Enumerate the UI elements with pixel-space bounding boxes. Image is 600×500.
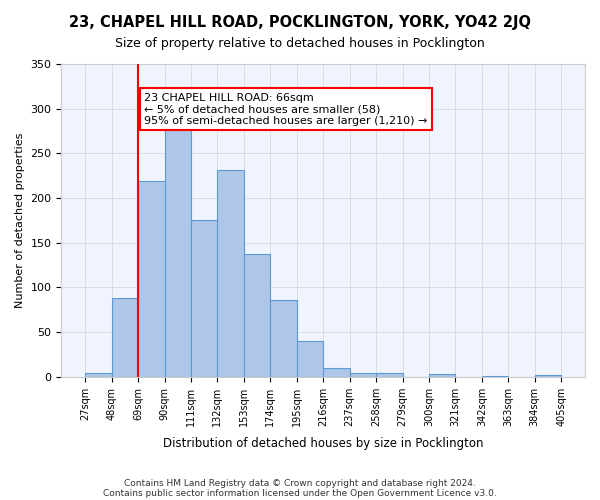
Bar bbox=[85, 373, 112, 377]
Bar bbox=[429, 374, 455, 377]
Bar bbox=[535, 375, 561, 377]
Text: 23, CHAPEL HILL ROAD, POCKLINGTON, YORK, YO42 2JQ: 23, CHAPEL HILL ROAD, POCKLINGTON, YORK,… bbox=[69, 15, 531, 30]
Bar bbox=[191, 220, 217, 377]
Text: Contains public sector information licensed under the Open Government Licence v3: Contains public sector information licen… bbox=[103, 488, 497, 498]
Bar bbox=[297, 341, 323, 377]
Text: 23 CHAPEL HILL ROAD: 66sqm
← 5% of detached houses are smaller (58)
95% of semi-: 23 CHAPEL HILL ROAD: 66sqm ← 5% of detac… bbox=[145, 92, 428, 126]
Bar bbox=[271, 300, 297, 377]
Bar bbox=[217, 170, 244, 377]
Bar bbox=[350, 373, 376, 377]
X-axis label: Distribution of detached houses by size in Pocklington: Distribution of detached houses by size … bbox=[163, 437, 484, 450]
Bar bbox=[482, 376, 508, 377]
Y-axis label: Number of detached properties: Number of detached properties bbox=[15, 132, 25, 308]
Bar bbox=[376, 373, 403, 377]
Bar bbox=[164, 123, 191, 377]
Bar bbox=[244, 254, 271, 377]
Bar bbox=[138, 181, 164, 377]
Bar bbox=[323, 368, 350, 377]
Bar bbox=[112, 298, 138, 377]
Text: Contains HM Land Registry data © Crown copyright and database right 2024.: Contains HM Land Registry data © Crown c… bbox=[124, 478, 476, 488]
Text: Size of property relative to detached houses in Pocklington: Size of property relative to detached ho… bbox=[115, 38, 485, 51]
